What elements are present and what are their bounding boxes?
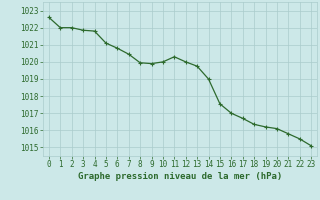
- X-axis label: Graphe pression niveau de la mer (hPa): Graphe pression niveau de la mer (hPa): [78, 172, 282, 181]
